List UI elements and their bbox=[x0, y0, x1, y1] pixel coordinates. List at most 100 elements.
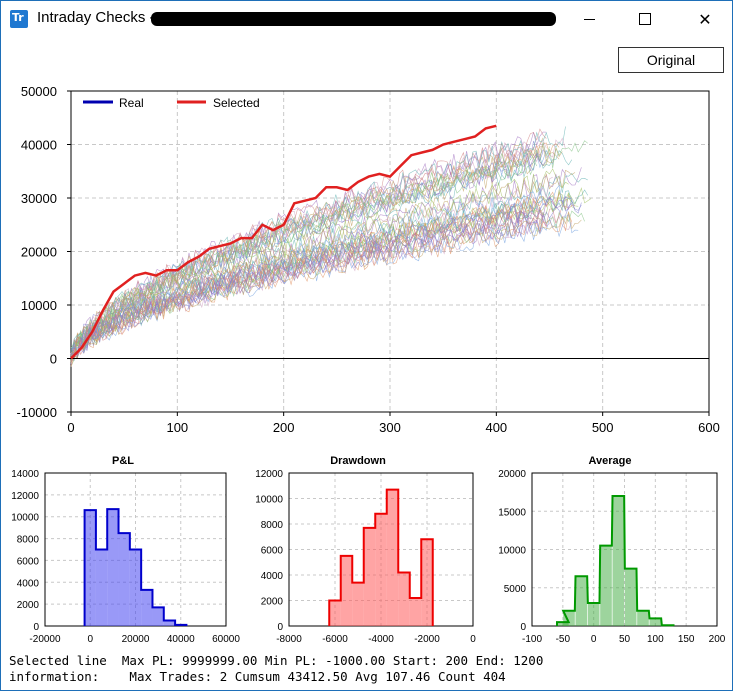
simulated-path bbox=[70, 207, 544, 364]
title-bar[interactable]: Tr Intraday Checks - ✕ bbox=[1, 1, 732, 37]
simulated-path bbox=[70, 202, 582, 357]
y-tick-label: 0 bbox=[33, 622, 39, 633]
y-tick-label: 0 bbox=[50, 352, 57, 367]
simulated-path bbox=[70, 126, 566, 355]
x-tick-label: -100 bbox=[522, 634, 542, 645]
histogram-bar bbox=[612, 495, 625, 626]
histogram-bar bbox=[398, 572, 410, 626]
original-button[interactable]: Original bbox=[618, 47, 724, 73]
simulated-path bbox=[70, 142, 560, 359]
y-tick-label: 4000 bbox=[261, 571, 284, 582]
x-tick-label: -4000 bbox=[368, 634, 394, 645]
histogram-bar bbox=[329, 600, 341, 626]
average-histogram: Average 0 5000 10000 15000 20000 -100 -50 0 50 10… bbox=[498, 455, 726, 645]
histogram-bar bbox=[163, 620, 176, 626]
y-tick-label: 12000 bbox=[255, 469, 283, 480]
y-tick-label: -10000 bbox=[17, 405, 57, 420]
x-tick-label: 0 bbox=[470, 634, 476, 645]
histogram-outline bbox=[328, 488, 434, 626]
simulated-path bbox=[70, 168, 569, 356]
close-icon: ✕ bbox=[698, 9, 712, 29]
x-tick-label: -20000 bbox=[29, 634, 61, 645]
x-tick-label: -50 bbox=[556, 634, 571, 645]
legend: Real Selected bbox=[83, 96, 260, 110]
y-tick-label: 14000 bbox=[11, 469, 39, 480]
window-title: Intraday Checks - bbox=[37, 9, 155, 26]
histogram-bar bbox=[649, 618, 662, 626]
x-tick-label: 50 bbox=[619, 634, 631, 645]
y-tick-label: 0 bbox=[277, 622, 283, 633]
y-tick-label: 4000 bbox=[17, 578, 40, 589]
histogram-bar bbox=[340, 555, 353, 626]
x-tick-label: 20000 bbox=[122, 634, 150, 645]
y-tick-label: 8000 bbox=[261, 520, 284, 531]
histogram-bar bbox=[386, 489, 399, 626]
x-tick-label: 0 bbox=[67, 420, 74, 435]
y-tick-label: 20000 bbox=[21, 245, 57, 260]
histogram-bar bbox=[95, 549, 108, 626]
legend-selected-label: Selected bbox=[213, 96, 260, 110]
x-tick-label: -2000 bbox=[414, 634, 440, 645]
x-axis-ticks: 0 100 200 300 400 500 600 bbox=[67, 412, 720, 435]
app-icon: Tr bbox=[10, 10, 28, 28]
histogram-bar bbox=[84, 510, 96, 626]
y-tick-label: 2000 bbox=[17, 600, 40, 611]
simulated-path bbox=[70, 211, 582, 364]
average-title: Average bbox=[588, 455, 631, 467]
histogram-bar bbox=[141, 589, 153, 626]
y-tick-label: 12000 bbox=[11, 491, 39, 502]
histogram-bar bbox=[587, 603, 600, 626]
simulated-path bbox=[70, 208, 544, 367]
histogram-bar bbox=[421, 539, 433, 626]
equity-chart: 50000 40000 30000 20000 10000 0 -10000 0 100 200… bbox=[17, 84, 720, 435]
y-tick-label: 10000 bbox=[255, 495, 283, 506]
histogram-bar bbox=[129, 549, 142, 626]
drawdown-histogram: Drawdown 0 2000 4000 6000 8000 10000 12000 -800… bbox=[255, 455, 476, 645]
simulated-path bbox=[70, 208, 544, 363]
simulated-path bbox=[70, 189, 589, 362]
x-tick-label: 0 bbox=[591, 634, 597, 645]
y-tick-label: 40000 bbox=[21, 138, 57, 153]
histogram-bar bbox=[563, 610, 575, 626]
y-tick-label: 30000 bbox=[21, 191, 57, 206]
histogram-bar bbox=[600, 545, 612, 626]
x-tick-label: 60000 bbox=[212, 634, 240, 645]
x-tick-label: 100 bbox=[166, 420, 188, 435]
simulated-path bbox=[70, 152, 560, 360]
histogram-bar bbox=[557, 622, 569, 626]
y-tick-label: 10000 bbox=[21, 298, 57, 313]
histogram-bar bbox=[575, 576, 588, 626]
status-line1-value: Max PL: 9999999.00 Min PL: -1000.00 Star… bbox=[121, 653, 544, 668]
y-tick-label: 10000 bbox=[11, 513, 39, 524]
selected-series-line bbox=[70, 124, 497, 360]
status-line2-label: information: bbox=[9, 669, 100, 684]
simulated-path bbox=[70, 195, 569, 359]
minimize-button[interactable] bbox=[566, 1, 612, 37]
histogram-bar bbox=[152, 607, 164, 626]
histogram-bar bbox=[409, 597, 422, 626]
y-tick-label: 8000 bbox=[17, 535, 40, 546]
redacted-title-bar bbox=[151, 12, 556, 26]
histogram-bar bbox=[352, 582, 364, 626]
histogram-bar bbox=[107, 509, 119, 626]
maximize-button[interactable] bbox=[622, 1, 668, 37]
histogram-bar bbox=[118, 533, 130, 626]
x-tick-label: 100 bbox=[647, 634, 664, 645]
status-line1-label: Selected line bbox=[9, 653, 107, 668]
x-tick-label: 500 bbox=[592, 420, 614, 435]
y-tick-label: 10000 bbox=[498, 546, 526, 557]
histogram-outline bbox=[556, 494, 675, 627]
y-tick-label: 6000 bbox=[261, 546, 284, 557]
histogram-bar bbox=[375, 513, 387, 626]
close-button[interactable]: ✕ bbox=[682, 1, 728, 37]
x-tick-label: 600 bbox=[698, 420, 720, 435]
hist-frame bbox=[531, 472, 718, 627]
x-tick-label: 400 bbox=[485, 420, 507, 435]
simulated-path bbox=[70, 140, 588, 359]
maximize-icon bbox=[639, 13, 651, 25]
x-tick-label: 40000 bbox=[167, 634, 195, 645]
y-tick-label: 6000 bbox=[17, 556, 40, 567]
y-tick-label: 20000 bbox=[498, 469, 526, 480]
pnl-histogram: P&L 0 2000 4000 6000 8000 10000 12000 14000 -200… bbox=[11, 455, 240, 645]
